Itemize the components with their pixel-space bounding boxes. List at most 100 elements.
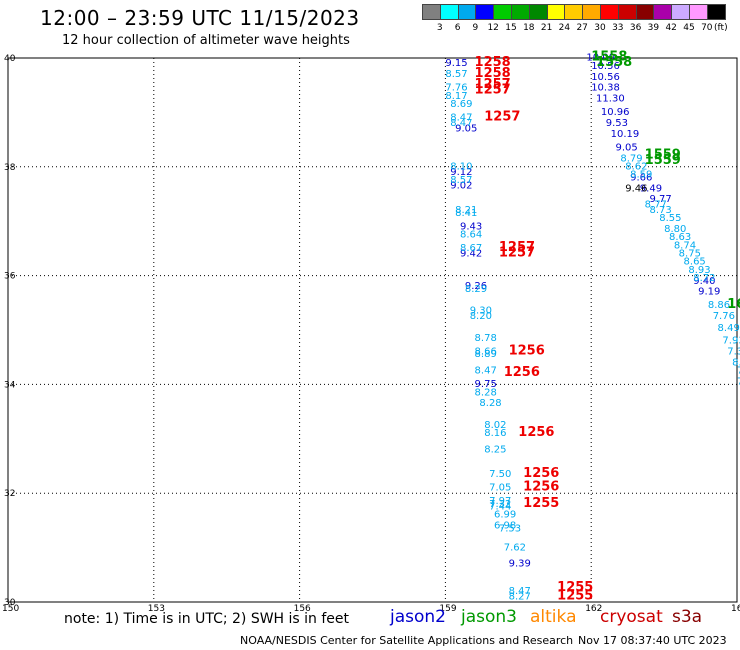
time-label: 1558	[591, 50, 627, 65]
wave-height-label: 8.78	[475, 333, 497, 344]
wave-height-label: 10.00	[586, 53, 615, 64]
wave-height-label: 6.98	[494, 521, 516, 532]
wave-height-label: 8.21	[732, 357, 740, 368]
wave-height-label: 7.60	[737, 366, 740, 377]
wave-height-label: 11.30	[596, 94, 625, 105]
wave-height-label: 8.57	[445, 69, 467, 80]
colorbar-label: 30	[594, 23, 606, 33]
wave-height-label: 8.57	[450, 175, 472, 186]
y-tick-label: 32	[4, 489, 15, 499]
wave-height-label: 8.63	[669, 232, 691, 243]
wave-height-label: 7.97	[489, 496, 511, 507]
time-label: 1256	[518, 425, 554, 440]
wave-height-label: 8.69	[450, 99, 472, 110]
wave-height-label: 9.39	[509, 559, 531, 570]
wave-height-label: 8.65	[684, 257, 706, 268]
x-tick-label: 159	[439, 604, 456, 614]
wave-height-label: 9.46	[625, 183, 647, 194]
wave-height-label: 8.25	[484, 444, 506, 455]
wave-height-label: 8.55	[659, 213, 681, 224]
time-label: 1256	[523, 479, 559, 494]
y-tick-label: 38	[4, 163, 16, 173]
wave-height-label: 9.26	[465, 281, 487, 292]
colorbar-label: 45	[683, 23, 695, 33]
wave-height-label: 7.38	[727, 346, 740, 357]
wave-height-label: 9.12	[450, 167, 472, 178]
generation-timestamp: Nov 17 08:37:40 UTC 2023	[578, 634, 727, 647]
time-label: 1257	[475, 82, 511, 97]
wave-height-label: 8.73	[650, 205, 672, 216]
wave-height-label: 8.02	[484, 420, 506, 431]
wave-height-label: 8.74	[674, 240, 696, 251]
time-label: 1256	[523, 466, 559, 481]
colorbar-label: 18	[523, 23, 535, 33]
wave-height-label: 8.49	[718, 323, 740, 334]
wave-height-label: 10.38	[591, 83, 620, 94]
time-label: 1558	[596, 55, 632, 70]
wave-height-label: 8.67	[460, 243, 482, 254]
wave-height-label: 9.05	[616, 142, 638, 153]
wave-height-label: 9.77	[650, 194, 672, 205]
x-tick-label: 153	[148, 604, 165, 614]
colorbar-label: 6	[454, 23, 461, 33]
wave-height-label: 7.6	[737, 376, 740, 387]
wave-height-label: 10.19	[611, 129, 640, 140]
wave-height-label: 9.19	[698, 287, 720, 298]
wave-height-label: 9.43	[460, 221, 482, 232]
wave-height-label: 10.56	[591, 72, 620, 83]
time-label: 1258	[475, 66, 511, 81]
time-label: 1257	[475, 77, 511, 92]
wave-height-label: 9.49	[640, 183, 662, 194]
wave-height-label: 8.89	[475, 349, 497, 360]
wave-height-label: 7.32	[489, 499, 511, 510]
wave-height-label: 9.42	[460, 249, 482, 260]
x-tick-label: 165	[731, 604, 740, 614]
time-label: 1255	[523, 496, 559, 511]
time-label: 1256	[509, 343, 545, 358]
wave-height-label: 8.59	[630, 170, 652, 181]
wave-height-label: 8.20	[470, 311, 492, 322]
colorbar-label: 27	[576, 23, 588, 33]
wave-height-label: 7.44	[489, 502, 511, 513]
time-label: 1257	[499, 240, 535, 255]
wave-height-label: 7.76	[713, 311, 735, 322]
wave-height-label: 9.30	[470, 306, 492, 317]
time-label: 1255	[557, 588, 593, 603]
wave-height-label: 8.62	[625, 162, 647, 173]
wave-height-label: 8.27	[509, 591, 531, 602]
time-label: 1559	[645, 153, 681, 168]
wave-height-label: 9.15	[445, 58, 467, 69]
colorbar-label: 24	[558, 23, 571, 33]
colorbar-label: 33	[612, 23, 624, 33]
wave-height-label: 8.10	[450, 162, 472, 173]
wave-height-label: 8.77	[645, 200, 667, 211]
y-tick-label: 40	[4, 54, 16, 64]
colorbar-label: 21	[540, 23, 553, 33]
wave-height-label: 8.75	[679, 249, 701, 260]
time-label: 1255	[557, 580, 593, 595]
wave-height-label: 7.93	[722, 336, 740, 347]
wave-height-label: 7.53	[499, 523, 521, 534]
legend-altika: altika	[530, 607, 577, 627]
time-label: 1256	[504, 365, 540, 380]
time-label: 16	[727, 297, 740, 312]
wave-height-label: 8.47	[450, 118, 472, 129]
wave-height-label: 8.66	[475, 346, 497, 357]
wave-height-label: 9.40	[693, 276, 715, 287]
wave-height-label: 8.47	[475, 366, 497, 377]
colorbar-swatch	[706, 4, 726, 20]
time-label: 1258	[475, 55, 511, 70]
wave-height-label: 8.41	[455, 208, 477, 219]
wave-height-label: 7.62	[504, 542, 526, 553]
wave-height-label: 6.99	[494, 510, 516, 521]
y-tick-label: 36	[4, 272, 16, 282]
wave-height-label: 8.21	[455, 205, 477, 216]
y-tick-label: 34	[4, 380, 16, 390]
wave-height-label: 8.29	[465, 284, 487, 295]
colorbar-label: 12	[487, 23, 499, 33]
wave-height-label: 10.56	[591, 61, 620, 72]
colorbar-label: 9	[472, 23, 479, 33]
colorbar-label: 70	[701, 23, 713, 33]
wave-height-label: 8.28	[479, 398, 501, 409]
wave-height-label: 8.80	[664, 224, 686, 235]
